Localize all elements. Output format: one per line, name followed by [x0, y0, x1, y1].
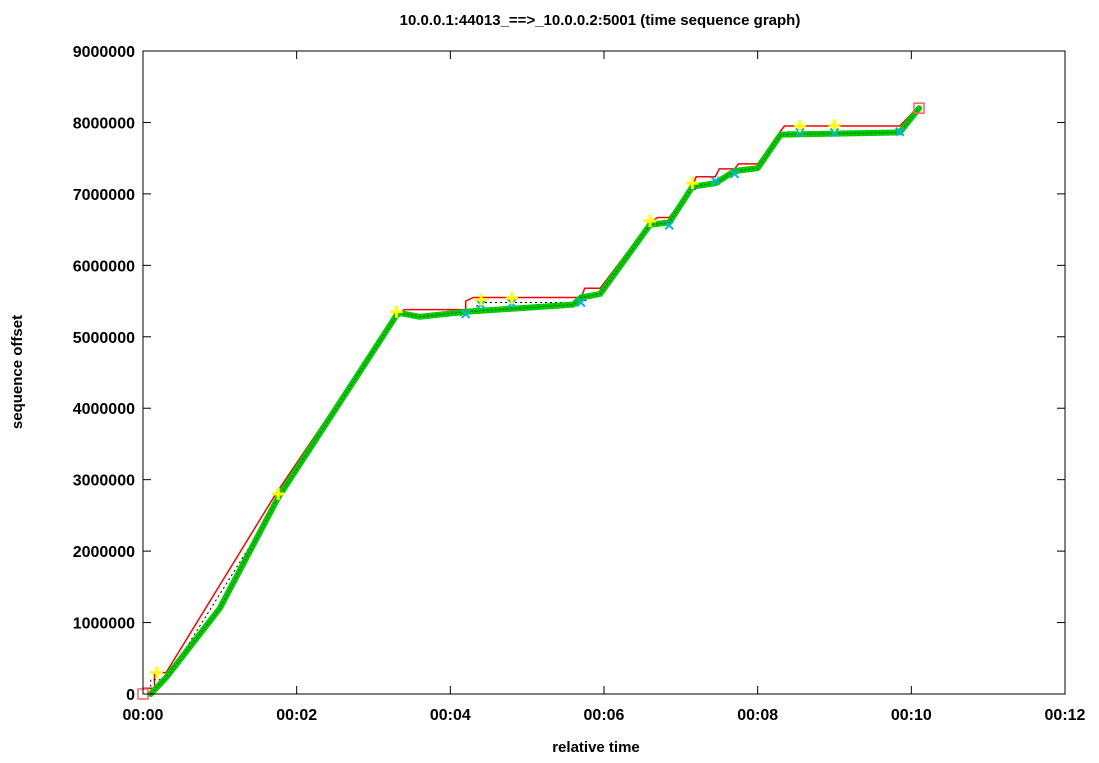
sack-marker — [795, 127, 805, 138]
x-tick-label: 00:04 — [430, 707, 471, 724]
x-tick-label: 00:06 — [584, 707, 625, 724]
y-tick-label: 0 — [126, 687, 135, 704]
y-tick-label: 9000000 — [73, 44, 135, 61]
data-segments-center — [150, 107, 920, 695]
retransmit-marker — [150, 666, 163, 679]
sack-marker — [576, 297, 586, 308]
y-tick-label: 6000000 — [73, 258, 135, 275]
retransmit-marker — [828, 119, 841, 132]
y-tick-label: 4000000 — [73, 401, 135, 418]
x-tick-label: 00:08 — [737, 707, 778, 724]
chart-title: 10.0.0.1:44013_==>_10.0.0.2:5001 (time s… — [400, 12, 801, 29]
y-tick-label: 1000000 — [73, 616, 135, 633]
retransmit-marker — [793, 120, 806, 133]
y-tick-label: 5000000 — [73, 330, 135, 347]
sack-marker — [729, 169, 740, 179]
x-tick-label: 00:10 — [891, 707, 932, 724]
x-tick-label: 00:02 — [276, 707, 317, 724]
axes: 00:00 00:02 00:04 00:06 00:08 00:10 00:12 0 1000… — [73, 44, 1086, 724]
y-axis-label: sequence offset — [9, 315, 26, 429]
x-axis-label: relative time — [552, 739, 640, 756]
sack-marker — [460, 309, 471, 319]
y-tick-label: 8000000 — [73, 115, 135, 132]
retransmit-marker — [505, 292, 518, 305]
x-tick-label: 00:12 — [1045, 707, 1086, 724]
sack-marker — [895, 127, 905, 137]
sack-marker — [829, 127, 840, 138]
retransmit-marker — [686, 177, 699, 190]
syn-fin-marker — [913, 102, 925, 114]
y-tick-label: 7000000 — [73, 187, 135, 204]
sack-marker — [664, 220, 675, 231]
plot-area — [137, 102, 925, 700]
retransmit-marker — [272, 487, 285, 500]
y-tick-label: 2000000 — [73, 544, 135, 561]
x-tick-label: 00:00 — [123, 707, 164, 724]
y-tick-label: 3000000 — [73, 473, 135, 490]
retransmit-marker — [475, 293, 488, 306]
sack-marker — [710, 176, 721, 186]
retransmit-marker — [644, 215, 657, 228]
retransmit-marker — [390, 305, 403, 318]
